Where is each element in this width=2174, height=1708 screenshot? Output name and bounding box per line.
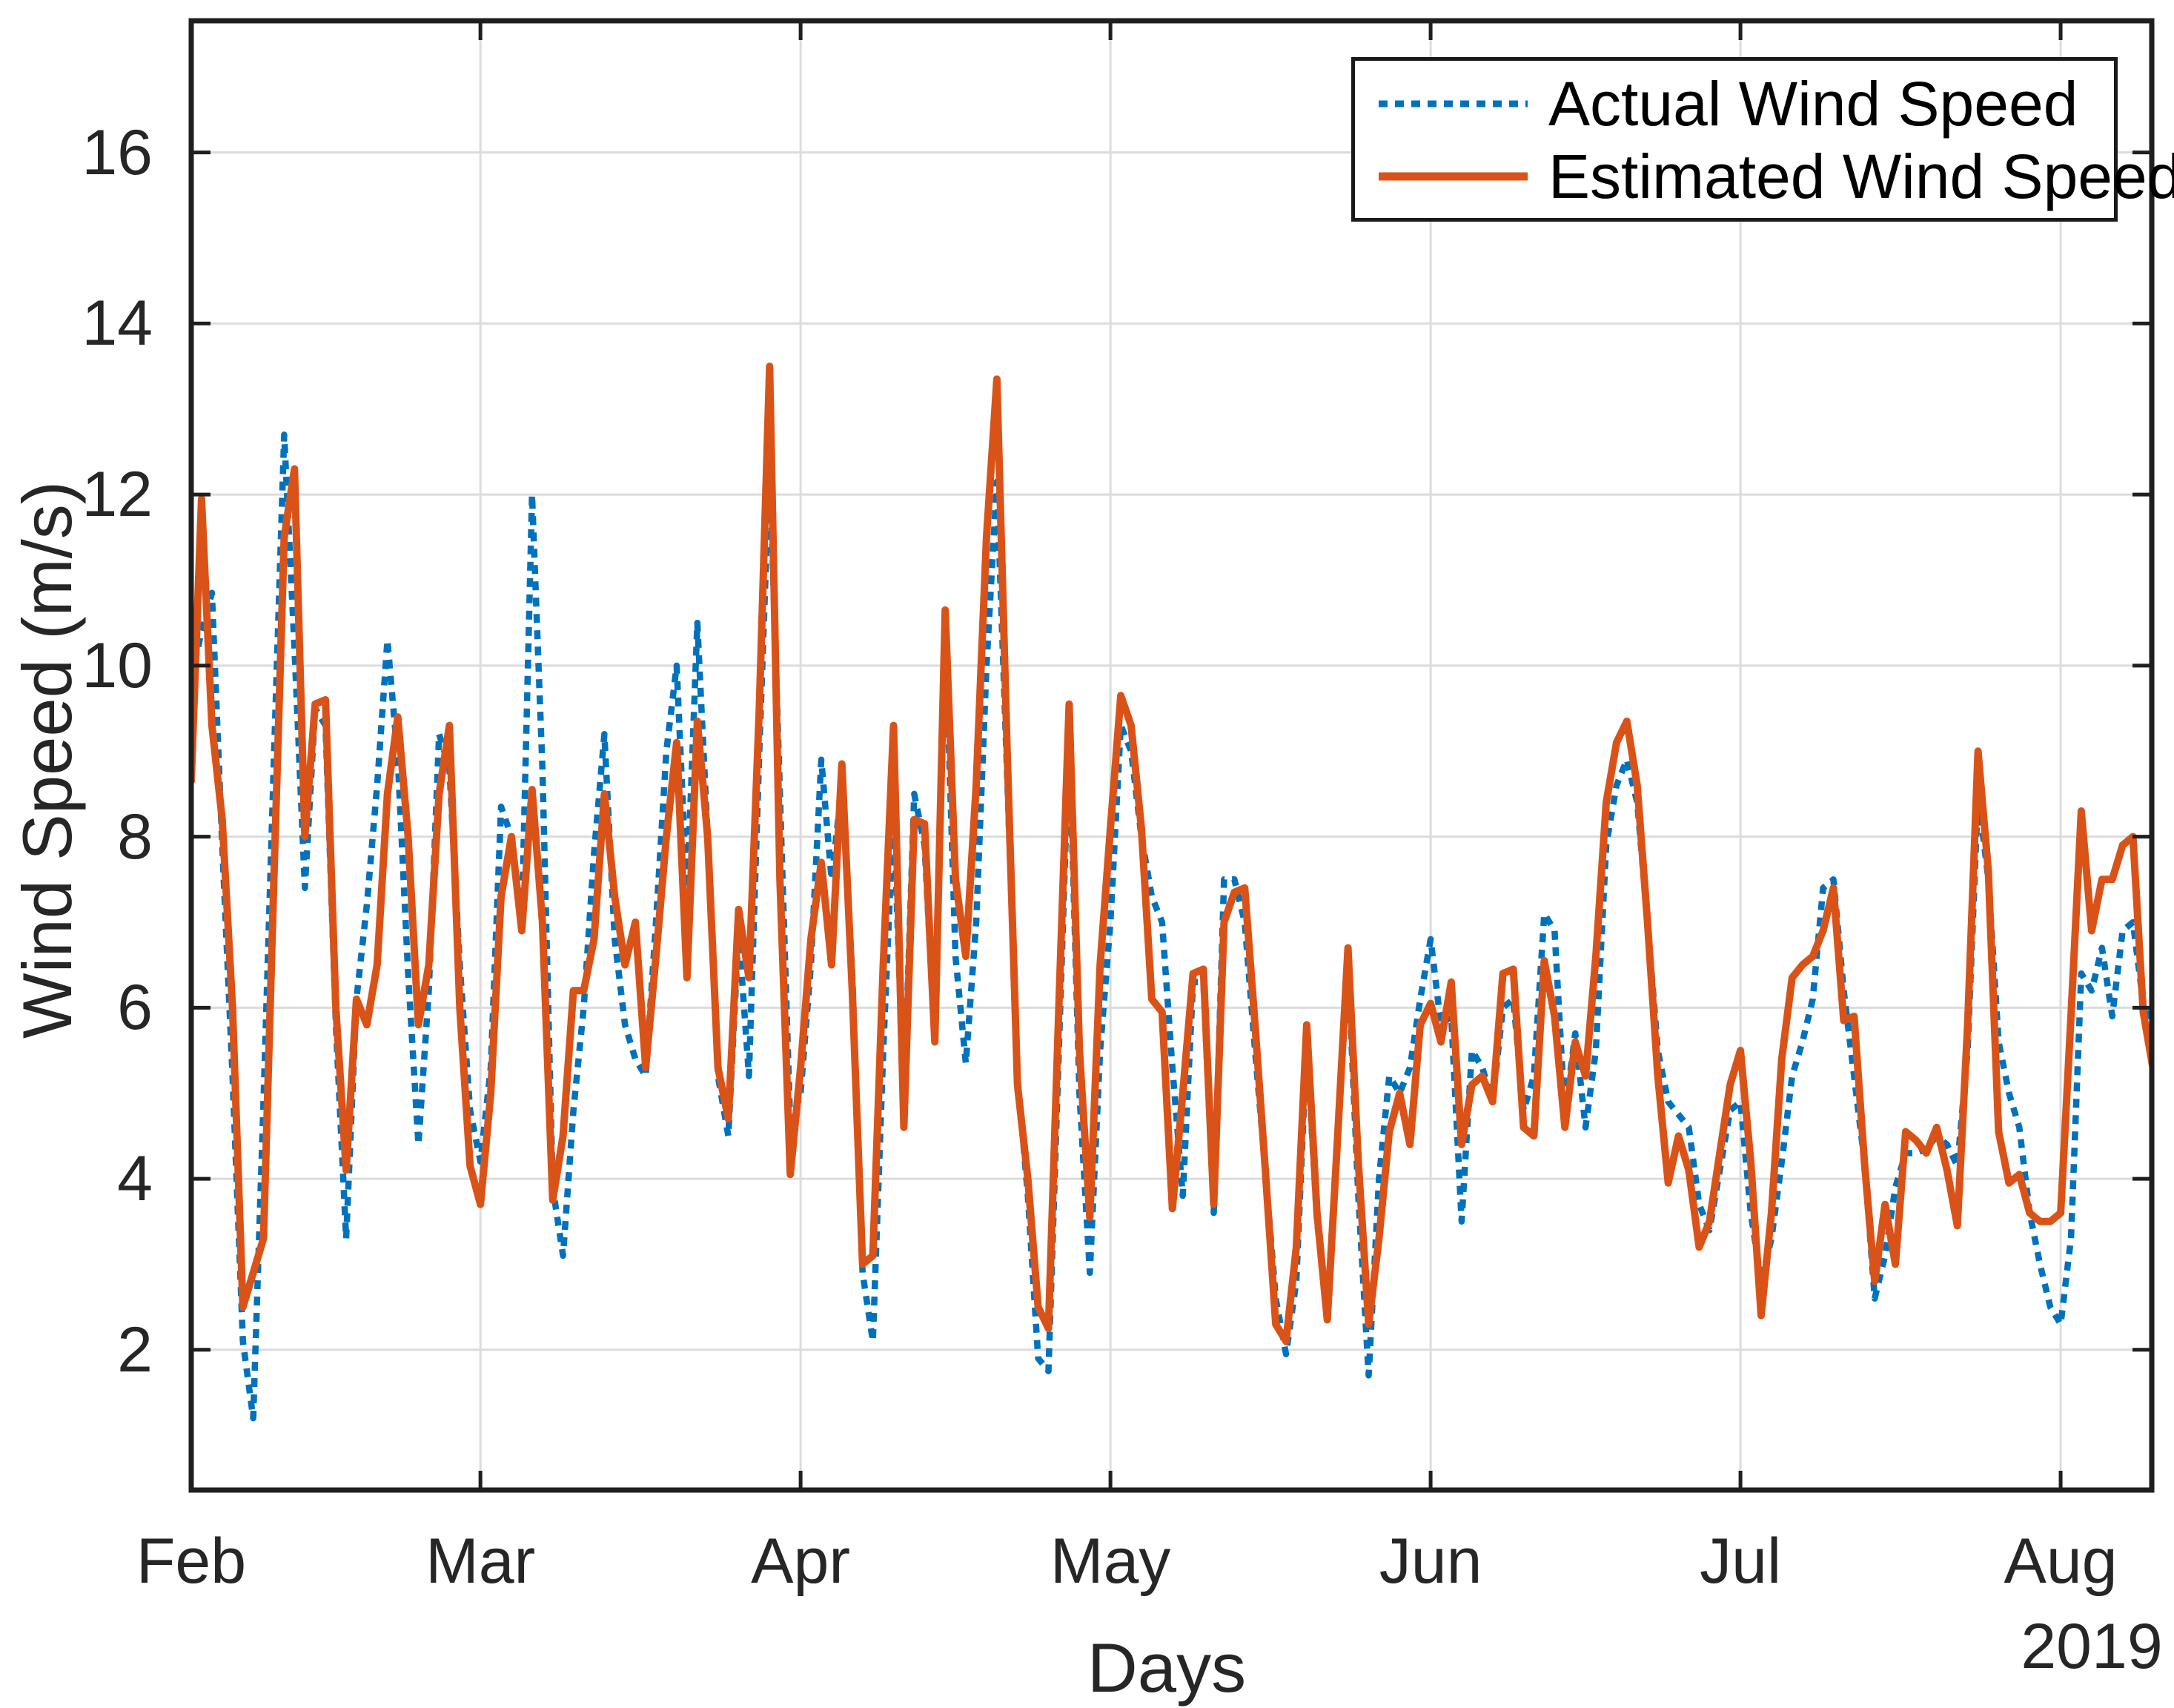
x-tick-label: Apr [751,1526,851,1597]
y-tick-label: 12 [82,459,153,531]
y-tick-label: 4 [117,1143,153,1215]
y-tick-label: 14 [82,288,153,360]
x-tick-label: Feb [136,1526,247,1597]
x-tick-label: Jun [1379,1526,1482,1597]
legend-item-estimated: Estimated Wind Speed [1355,139,2174,214]
x-tick-label: Aug [2004,1526,2118,1597]
y-tick-label: 10 [82,629,153,701]
y-tick-label: 16 [82,116,153,188]
actual-wind-speed-series [191,431,2152,1422]
x-tick-label: Mar [425,1526,536,1597]
x-axis-label: Days [1087,1629,1247,1707]
legend-item-actual: Actual Wind Speed [1355,67,2114,141]
legend: Actual Wind Speed Estimated Wind Speed [1351,57,2174,222]
y-tick-label: 6 [117,972,153,1044]
y-tick-label: 2 [117,1314,153,1386]
axes-frame [188,18,2155,1493]
year-label: 2019 [2021,1611,2163,1682]
y-axis-label: Wind Speed (m/s) [8,480,86,1039]
legend-label-actual: Actual Wind Speed [1548,68,2078,139]
y-tick-label: 8 [117,801,153,873]
x-tick-label: May [1050,1526,1171,1597]
estimated-wind-speed-series [191,363,2152,1345]
legend-label-estimated: Estimated Wind Speed [1548,141,2174,211]
x-tick-label: Jul [1700,1526,1782,1597]
estimated-line-sample-icon [1379,172,1528,181]
actual-line-sample-icon [1379,100,1528,107]
